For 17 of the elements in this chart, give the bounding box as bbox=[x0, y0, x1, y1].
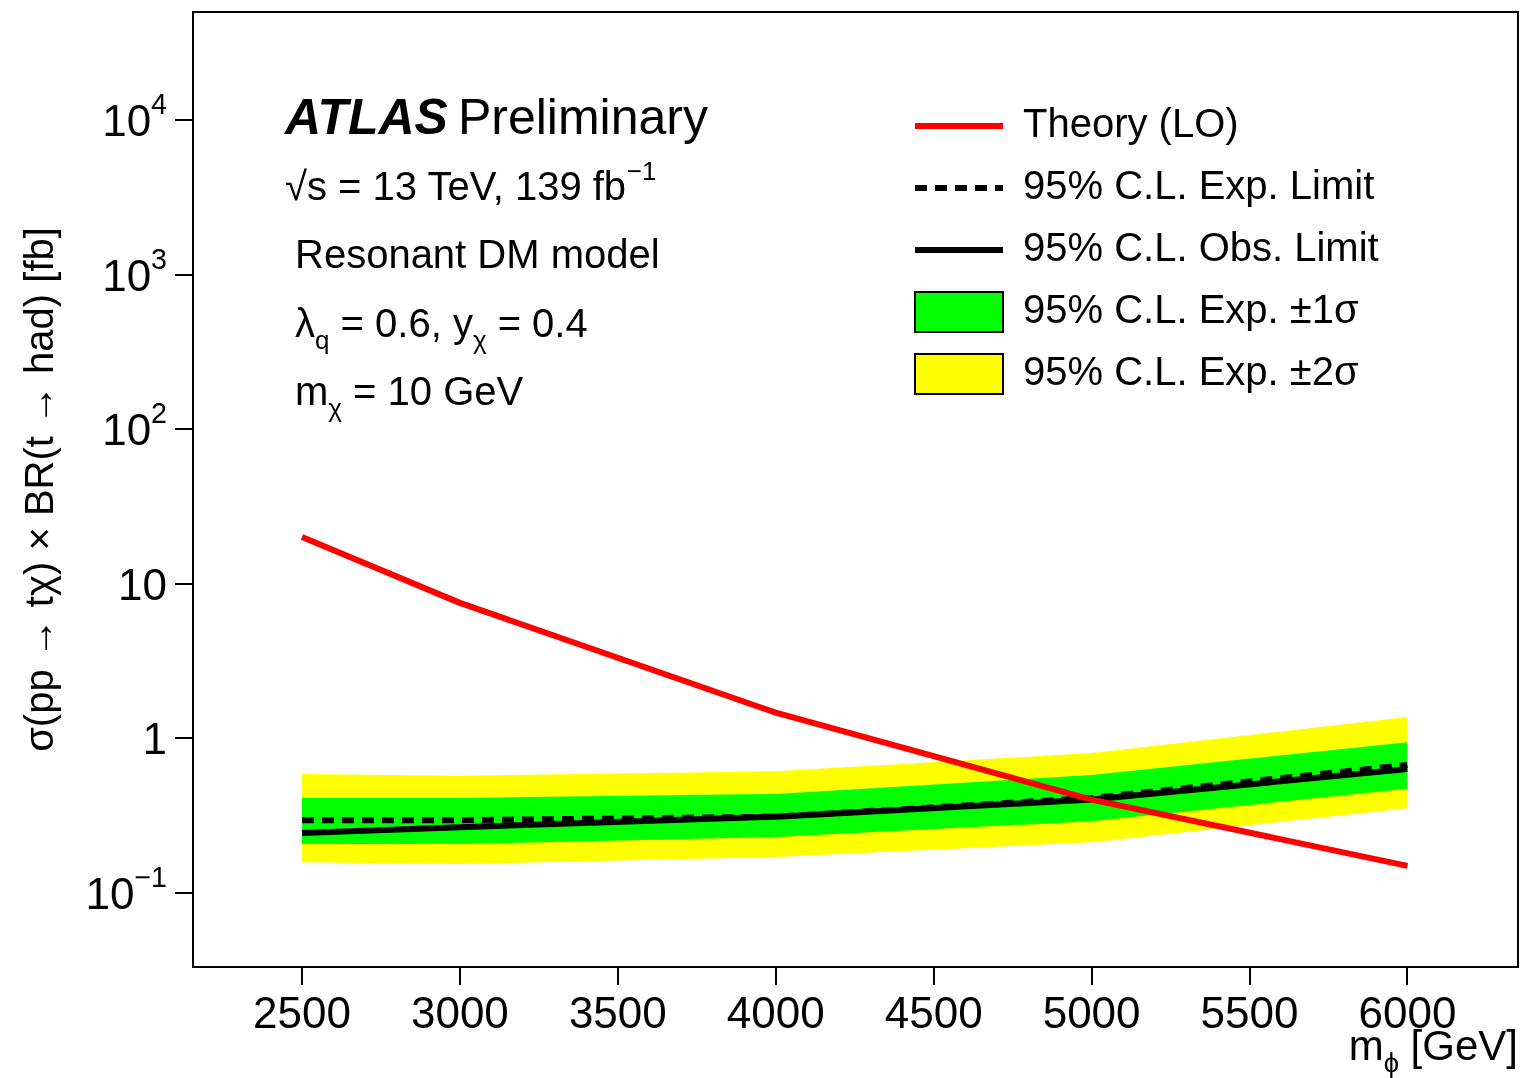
legend-label: 95% C.L. Exp. Limit bbox=[1023, 163, 1375, 208]
x-tick-label: 2500 bbox=[253, 987, 351, 1037]
y-axis-title: σ(pp → tχ) × BR(t → had) [fb] bbox=[17, 227, 62, 752]
legend-label: 95% C.L. Obs. Limit bbox=[1023, 225, 1379, 270]
annotation: ATLAS Preliminary bbox=[283, 88, 708, 145]
x-tick-label: 3500 bbox=[568, 987, 667, 1037]
x-tick-label: 5500 bbox=[1200, 987, 1299, 1037]
x-tick-label: 3000 bbox=[410, 987, 509, 1037]
legend-label: Theory (LO) bbox=[1023, 101, 1239, 146]
x-tick-label: 4000 bbox=[726, 987, 825, 1037]
y-tick-label: 1 bbox=[142, 714, 168, 764]
x-tick-label: 5000 bbox=[1042, 987, 1141, 1037]
x-tick-label: 4500 bbox=[884, 987, 983, 1037]
annotation: Resonant DM model bbox=[295, 232, 660, 277]
legend-label: 95% C.L. Exp. ±1σ bbox=[1023, 287, 1359, 332]
legend-label: 95% C.L. Exp. ±2σ bbox=[1023, 349, 1359, 394]
y-tick-label: 10 bbox=[118, 559, 168, 609]
